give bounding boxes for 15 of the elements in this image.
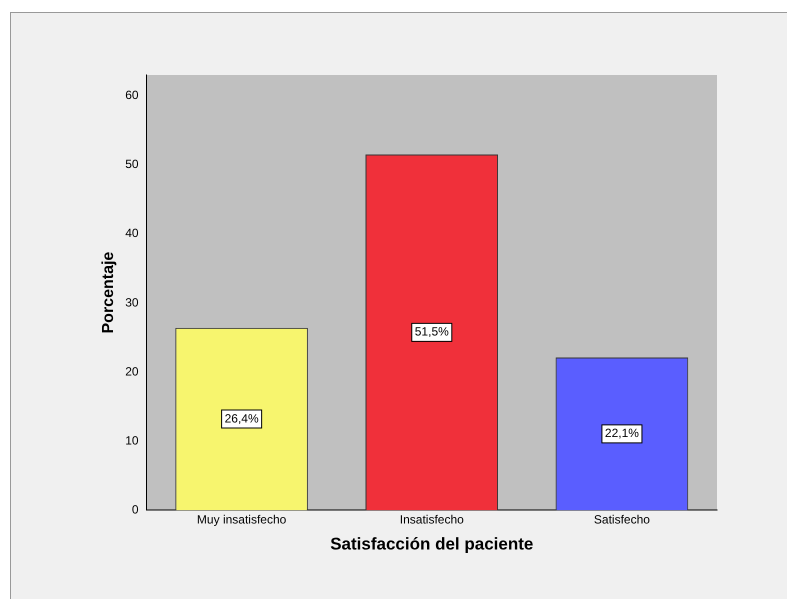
x-tick-label: Satisfecho [594,512,650,527]
y-tick-label: 30 [125,295,139,310]
y-axis-title: Porcentaje [100,252,118,334]
y-tick-label: 60 [125,88,139,102]
x-axis-title: Satisfacción del paciente [330,534,534,554]
y-tick-label: 0 [132,502,139,517]
data-label: 22,1% [604,426,640,440]
y-tick-label: 10 [125,433,139,448]
y-tick-label: 40 [125,226,139,240]
y-tick-label: 50 [125,157,139,172]
y-tick-label: 20 [125,364,139,378]
x-tick-label: Insatisfecho [400,512,464,527]
data-label: 26,4% [224,411,259,426]
x-tick-label: Muy insatisfecho [196,512,287,527]
data-label: 51,5% [414,324,450,339]
